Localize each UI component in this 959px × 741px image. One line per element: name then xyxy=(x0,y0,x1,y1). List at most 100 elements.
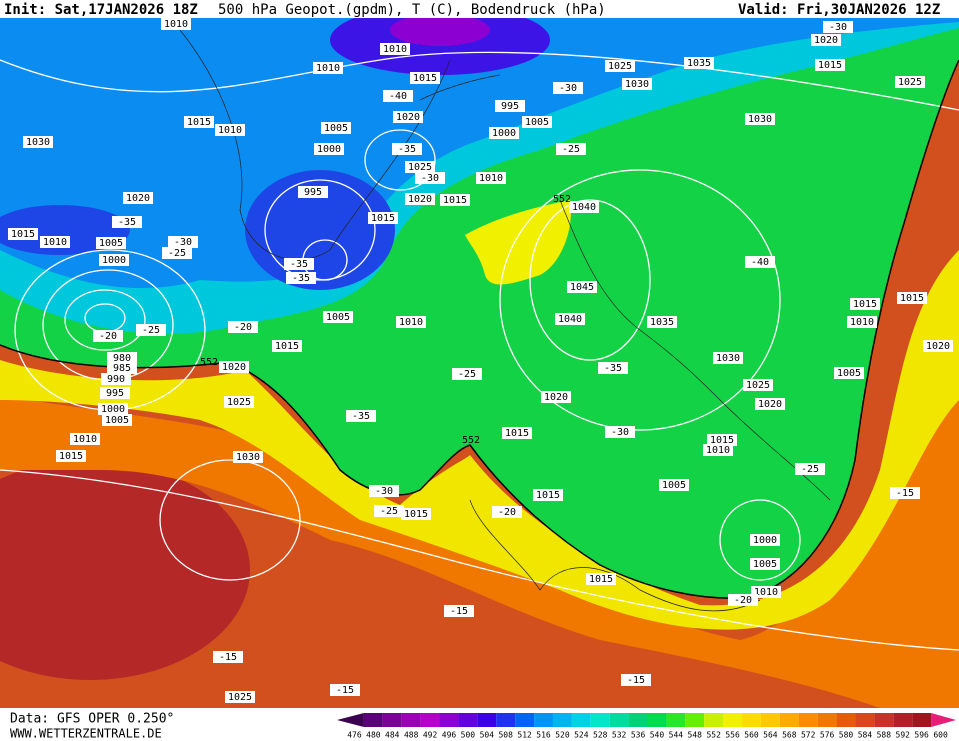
isobar-label: 1025 xyxy=(228,692,252,703)
coastlines xyxy=(179,29,831,612)
isobar-label-box xyxy=(410,72,440,84)
colorbar-label: 480 xyxy=(366,731,381,740)
isobar-label-box xyxy=(107,352,137,364)
isobar-label: 1030 xyxy=(26,137,50,148)
isobar-label-box xyxy=(98,403,128,415)
isobar-label-box xyxy=(233,451,263,463)
isobar-label: 1010 xyxy=(754,587,778,598)
isobar-label-box xyxy=(23,136,53,148)
colorbar-label: 500 xyxy=(461,731,476,740)
colorbar-swatch xyxy=(590,713,610,727)
colorbar-swatch xyxy=(439,713,459,727)
temperature-label-box xyxy=(284,258,314,270)
isobar-label-box xyxy=(834,367,864,379)
isobar-label-box xyxy=(100,387,130,399)
isobar-label-box xyxy=(368,212,398,224)
temperature-label-box xyxy=(346,410,376,422)
isobar xyxy=(499,169,781,431)
isobar-label-box xyxy=(750,558,780,570)
isobar-label-box xyxy=(40,236,70,248)
temperature-label: -35 xyxy=(352,411,370,422)
isobar-label-box xyxy=(323,311,353,323)
temperature-label: -25 xyxy=(801,464,819,475)
colorbar-swatch xyxy=(628,713,648,727)
temperature-label-box xyxy=(392,143,422,155)
isobar-label: 1010 xyxy=(850,317,874,328)
isobar-label: 1010 xyxy=(706,445,730,456)
coast-iberia xyxy=(469,499,761,612)
isobar-label-box xyxy=(70,433,100,445)
temperature-label: -40 xyxy=(389,91,407,102)
isobar-label: 1010 xyxy=(218,125,242,136)
isobar-label: 1005 xyxy=(525,117,549,128)
isobar-label: 1045 xyxy=(570,282,594,293)
isobar-label: 1010 xyxy=(316,63,340,74)
temperature-label-box xyxy=(823,21,853,33)
isobar-label: 1020 xyxy=(814,35,838,46)
isobar-label: 1015 xyxy=(536,490,560,501)
isobar-label: 1015 xyxy=(59,451,83,462)
isobar-label: 1015 xyxy=(505,428,529,439)
temperature-label: -40 xyxy=(751,257,769,268)
isobar xyxy=(529,199,651,361)
geopotential-label: 552 xyxy=(200,357,218,368)
isobar xyxy=(264,179,376,281)
isobar-label-box xyxy=(101,373,131,385)
colorbar-swatch xyxy=(685,713,705,727)
colorbar-label: 600 xyxy=(933,731,948,740)
colorbar-swatch xyxy=(458,713,478,727)
temperature-label-box xyxy=(444,605,474,617)
isobar-label: 980 xyxy=(113,353,131,364)
map-title: 500 hPa Geopot.(gpdm), T (C), Bodendruck… xyxy=(218,2,606,18)
isobar-label-box xyxy=(586,573,616,585)
isobar xyxy=(159,459,301,581)
colorbar-label: 552 xyxy=(706,731,721,740)
colorbar-swatch xyxy=(836,713,856,727)
isobar-label-box xyxy=(713,352,743,364)
temperature-label-box xyxy=(415,172,445,184)
temperature-label-box xyxy=(795,463,825,475)
coast-scandinavia xyxy=(559,199,831,501)
isobar-label-box xyxy=(393,111,423,123)
isobar-label: 1025 xyxy=(608,61,632,72)
isobar-label-box xyxy=(533,489,563,501)
temperature-label: -30 xyxy=(611,427,629,438)
isobar-label: 1035 xyxy=(650,317,674,328)
isobar-label: 1020 xyxy=(544,392,568,403)
isobar-label-box xyxy=(622,78,652,90)
isobar-label-box xyxy=(313,62,343,74)
temperature-label: -35 xyxy=(118,217,136,228)
isobar-label: 1030 xyxy=(716,353,740,364)
temperature-label-box xyxy=(330,684,360,696)
temperature-label: -35 xyxy=(290,259,308,270)
temperature-label: -25 xyxy=(562,144,580,155)
temperature-label-box xyxy=(492,506,522,518)
temperature-label-box xyxy=(162,247,192,259)
temperature-label-box xyxy=(213,651,243,663)
isobar-label-box xyxy=(555,313,585,325)
isobar-label-box xyxy=(847,316,877,328)
colorbar-swatch xyxy=(609,713,629,727)
field-warm-core xyxy=(0,460,250,680)
temperature-label-box xyxy=(553,82,583,94)
isobar-label-box xyxy=(314,143,344,155)
isobar-label: 1025 xyxy=(898,77,922,88)
isobar-label-box xyxy=(215,124,245,136)
temperature-label: -25 xyxy=(168,248,186,259)
colorbar-label: 528 xyxy=(593,731,608,740)
colorbar-swatch xyxy=(382,713,402,727)
isobar-label: 1005 xyxy=(662,480,686,491)
temperature-label-box xyxy=(556,143,586,155)
temperature-label-box xyxy=(93,330,123,342)
colorbar-label: 504 xyxy=(480,731,495,740)
isobar-label: 1005 xyxy=(753,559,777,570)
isobar-label: 1005 xyxy=(324,123,348,134)
isobar-label: 1015 xyxy=(710,435,734,446)
isobar-label-box xyxy=(161,18,191,30)
isobar-label: 1000 xyxy=(317,144,341,155)
isobar xyxy=(719,499,801,581)
isobar-label-box xyxy=(8,228,38,240)
isobar-label-box xyxy=(750,534,780,546)
colorbar-swatch xyxy=(477,713,497,727)
isobar-label: 1015 xyxy=(11,229,35,240)
